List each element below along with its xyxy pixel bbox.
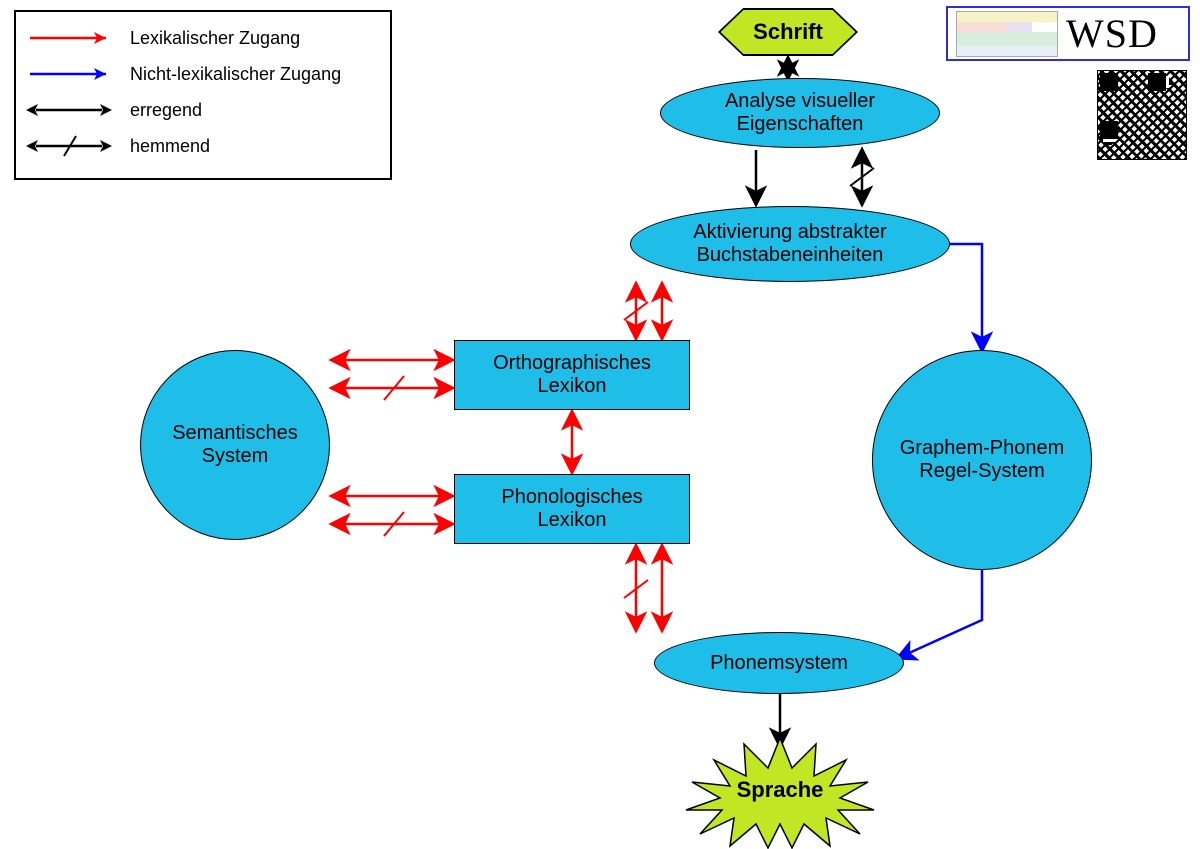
node-label: Semantisches System xyxy=(172,422,298,468)
legend-item-nonlexical: Nicht-lexikalischer Zugang xyxy=(26,56,380,92)
legend-label: Nicht-lexikalischer Zugang xyxy=(130,64,341,85)
arrow-icon xyxy=(26,62,116,86)
node-label: Schrift xyxy=(753,19,823,44)
node-label: Sprache xyxy=(680,730,880,849)
node-analyse: Analyse visueller Eigenschaften xyxy=(660,78,940,148)
node-aktivierung: Aktivierung abstrakter Buchstabeneinheit… xyxy=(630,206,950,282)
node-label: Graphem-Phonem Regel-System xyxy=(900,437,1065,483)
legend-item-excitatory: erregend xyxy=(26,92,380,128)
legend-item-lexical: Lexikalischer Zugang xyxy=(26,20,380,56)
wsd-label: WSD xyxy=(1066,10,1158,57)
arrow-icon xyxy=(26,134,116,158)
node-semantic-system: Semantisches System xyxy=(140,350,330,540)
qr-code-icon xyxy=(1097,70,1187,160)
node-label: Aktivierung abstrakter Buchstabeneinheit… xyxy=(693,221,886,267)
node-ortho-lexikon: Orthographisches Lexikon xyxy=(454,340,690,410)
node-label: Phonologisches Lexikon xyxy=(501,486,642,532)
legend-item-inhibitory: hemmend xyxy=(26,128,380,164)
arrow-icon xyxy=(26,98,116,122)
node-label: Analyse visueller Eigenschaften xyxy=(725,90,875,136)
legend-box: Lexikalischer Zugang Nicht-lexikalischer… xyxy=(14,10,392,180)
node-gpc-system: Graphem-Phonem Regel-System xyxy=(872,350,1092,570)
node-phonemsystem: Phonemsystem xyxy=(654,632,904,694)
wsd-badge: WSD xyxy=(946,6,1190,61)
legend-label: Lexikalischer Zugang xyxy=(130,28,300,49)
node-schrift: Schrift xyxy=(718,8,858,56)
node-sprache: Sprache xyxy=(680,730,880,849)
node-label: Orthographisches Lexikon xyxy=(493,352,651,398)
node-phono-lexikon: Phonologisches Lexikon xyxy=(454,474,690,544)
wsd-thumbnail-icon xyxy=(956,11,1058,57)
legend-label: erregend xyxy=(130,100,202,121)
arrow-icon xyxy=(26,26,116,50)
legend-label: hemmend xyxy=(130,136,210,157)
node-label: Phonemsystem xyxy=(710,652,848,675)
